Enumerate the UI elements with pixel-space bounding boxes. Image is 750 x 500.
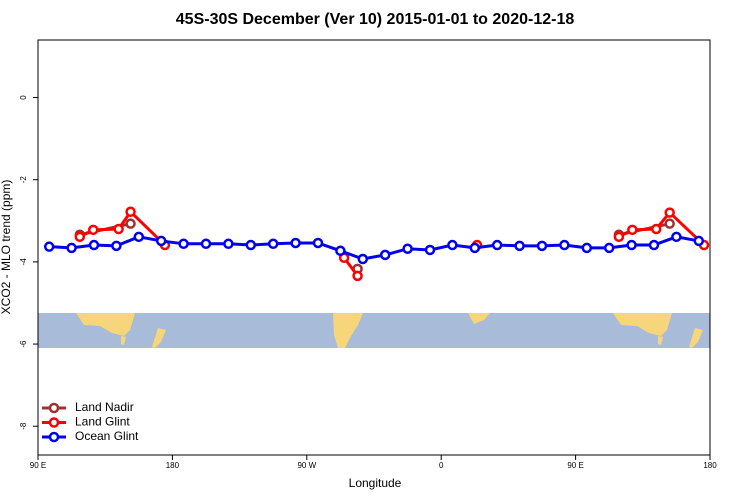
legend-marker [48, 402, 60, 414]
data-point [245, 239, 257, 251]
data-point [664, 207, 675, 218]
y-tick-label: -8 [19, 422, 28, 430]
data-point [626, 239, 637, 251]
y-axis-label: XCO2 - MLO trend (ppm) [0, 180, 13, 315]
x-tick-label: 0 [439, 461, 444, 470]
x-tick-label: 180 [166, 461, 180, 470]
data-point [113, 223, 124, 235]
data-point [200, 238, 212, 250]
legend-label: Land Glint [75, 415, 130, 429]
data-point [290, 237, 301, 249]
data-point [671, 231, 682, 243]
data-point [603, 242, 615, 254]
data-point [111, 240, 122, 252]
data-point [88, 239, 100, 251]
data-point [267, 238, 279, 250]
data-point [335, 245, 346, 257]
data-point [43, 241, 55, 252]
data-point [74, 231, 86, 243]
x-axis-label: Longitude [349, 476, 402, 490]
data-point [133, 231, 145, 243]
series-line [49, 235, 700, 261]
y-tick-label: 0 [19, 95, 28, 100]
legend-label: Ocean Glint [75, 429, 139, 443]
data-point [402, 243, 413, 254]
data-point [352, 270, 363, 282]
x-tick-label: 90 W [297, 461, 316, 470]
data-point [379, 249, 391, 261]
data-point [447, 239, 458, 251]
data-point [536, 240, 548, 252]
data-point [125, 218, 136, 229]
data-point [223, 238, 234, 250]
legend-label: Land Nadir [75, 400, 134, 414]
y-tick-label: -2 [19, 176, 28, 184]
data-point [66, 242, 77, 254]
data-point [155, 235, 167, 247]
plot-frame [37, 39, 711, 456]
x-tick-label: 90 E [567, 461, 583, 470]
data-point [88, 224, 99, 236]
y-tick-label: -4 [19, 258, 28, 266]
data-point [312, 237, 324, 249]
legend-marker [48, 417, 60, 428]
map-strip [38, 313, 710, 348]
data-point [648, 239, 660, 251]
x-tick-label: 180 [703, 461, 717, 470]
data-point [559, 239, 570, 251]
data-point [650, 223, 662, 235]
data-point [613, 231, 625, 243]
data-point [581, 242, 593, 254]
data-point [357, 253, 369, 265]
data-point [469, 242, 481, 254]
data-point [178, 238, 189, 250]
data-point [627, 224, 638, 236]
data-point [693, 235, 705, 247]
x-tick-label: 90 E [30, 461, 46, 470]
data-point [491, 239, 503, 251]
y-tick-label: -6 [19, 340, 28, 348]
data-point [514, 240, 525, 252]
chart-title: 45S-30S December (Ver 10) 2015-01-01 to … [176, 11, 575, 28]
data-point [424, 244, 436, 256]
data-point [125, 206, 136, 218]
data-point [664, 218, 675, 229]
legend-marker [48, 431, 60, 443]
